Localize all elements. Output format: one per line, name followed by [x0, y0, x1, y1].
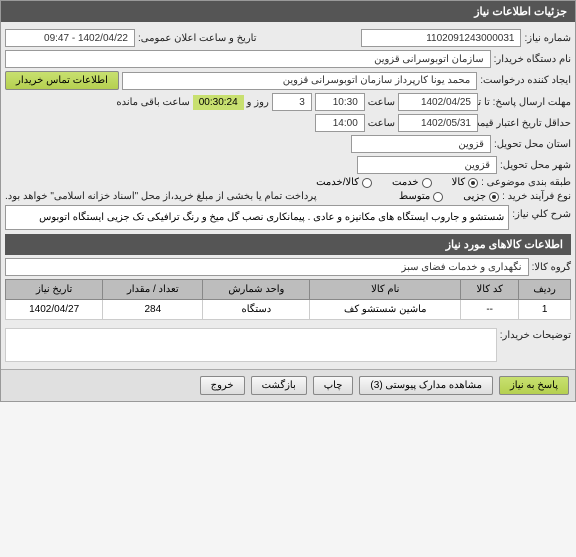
process-radios: جزیی متوسط	[399, 191, 499, 202]
city-req-label: استان محل تحویل:	[494, 139, 571, 150]
announce-field: 1402/04/22 - 09:47	[5, 29, 135, 47]
category-radios: کالا خدمت کالا/خدمت	[316, 177, 478, 188]
th-1: کد کالا	[461, 280, 519, 300]
section-goods-header: اطلاعات کالاهای مورد نیاز	[5, 234, 571, 255]
time-label1: ساعت	[368, 97, 395, 108]
desc-box: شستشو و جاروب ایستگاه های مکانیزه و عادی…	[5, 205, 509, 230]
td-2: ماشین شستشو کف	[310, 300, 461, 320]
radio-medium[interactable]	[433, 192, 443, 202]
table-header-row: ردیف کد کالا نام کالا واحد شمارش تعداد /…	[6, 280, 571, 300]
th-3: واحد شمارش	[203, 280, 310, 300]
city-del-field: قزوین	[357, 156, 497, 174]
th-2: نام کالا	[310, 280, 461, 300]
deadline-time: 10:30	[315, 93, 365, 111]
buyer-label: نام دستگاه خریدار:	[494, 54, 571, 65]
radio-goods-label: کالا	[452, 177, 466, 188]
deadline-date: 1402/04/25	[398, 93, 478, 111]
goods-table: ردیف کد کالا نام کالا واحد شمارش تعداد /…	[5, 279, 571, 320]
th-4: تعداد / مقدار	[103, 280, 203, 300]
group-field: نگهداری و خدمات فضای سبز	[5, 258, 529, 276]
respond-button[interactable]: پاسخ به نیاز	[499, 376, 569, 395]
buyer-field: سازمان اتوبوسرانی قزوین	[5, 50, 491, 68]
radio-service[interactable]	[422, 178, 432, 188]
dialog-window: جزئیات اطلاعات نیاز شماره نیاز: 11020912…	[0, 0, 576, 402]
attachments-button[interactable]: مشاهده مدارک پیوستی (3)	[359, 376, 493, 395]
contact-button[interactable]: اطلاعات تماس خریدار	[5, 71, 119, 90]
radio-service-label: خدمت	[392, 177, 419, 188]
td-3: دستگاه	[203, 300, 310, 320]
remaining-time: 00:30:24	[193, 95, 244, 110]
buyer-notes-label: توضیحات خریدار:	[500, 326, 571, 341]
td-5: 1402/04/27	[6, 300, 103, 320]
city-req-field: قزوین	[351, 135, 491, 153]
radio-both[interactable]	[362, 178, 372, 188]
radio-goods[interactable]	[468, 178, 478, 188]
td-0: 1	[519, 300, 571, 320]
process-label: نوع فرآیند خرید :	[502, 191, 571, 202]
th-0: ردیف	[519, 280, 571, 300]
td-1: --	[461, 300, 519, 320]
days-field: 3	[272, 93, 312, 111]
payment-note: پرداخت تمام یا بخشی از مبلغ خرید،از محل …	[5, 191, 317, 202]
requester-field: محمد یونا کارپرداز سازمان اتوبوسرانی قزو…	[122, 72, 477, 90]
validity-label: حداقل تاریخ اعتبار قیمت: تا تاریخ:	[481, 118, 571, 129]
exit-button[interactable]: خروج	[200, 376, 245, 395]
print-button[interactable]: چاپ	[313, 376, 354, 395]
radio-both-label: کالا/خدمت	[316, 177, 359, 188]
radio-medium-label: متوسط	[399, 191, 430, 202]
validity-time: 14:00	[315, 114, 365, 132]
footer-bar: پاسخ به نیاز مشاهده مدارک پیوستی (3) چاپ…	[1, 369, 575, 401]
back-button[interactable]: بازگشت	[251, 376, 307, 395]
td-4: 284	[103, 300, 203, 320]
buyer-notes-box	[5, 328, 497, 362]
time-label2: ساعت	[368, 118, 395, 129]
group-label: گروه کالا:	[532, 262, 571, 273]
content-area: شماره نیاز: 1102091243000031 تاریخ و ساع…	[1, 22, 575, 369]
radio-small[interactable]	[489, 192, 499, 202]
validity-date: 1402/05/31	[398, 114, 478, 132]
table-row[interactable]: 1 -- ماشین شستشو کف دستگاه 284 1402/04/2…	[6, 300, 571, 320]
announce-label: تاریخ و ساعت اعلان عمومی:	[138, 33, 257, 44]
radio-small-label: جزیی	[463, 191, 486, 202]
day-and-label: روز و	[247, 97, 269, 108]
window-title: جزئیات اطلاعات نیاز	[1, 1, 575, 22]
requester-label: ایجاد کننده درخواست:	[480, 75, 571, 86]
need-no-field: 1102091243000031	[361, 29, 521, 47]
category-label: طبقه بندی موضوعی :	[481, 177, 571, 188]
city-del-label: شهر محل تحویل:	[500, 160, 571, 171]
need-no-label: شماره نیاز:	[524, 33, 571, 44]
remaining-label: ساعت باقی مانده	[116, 97, 189, 108]
desc-label: شرح کلي نیاز:	[512, 205, 571, 220]
deadline-label: مهلت ارسال پاسخ: تا تاریخ:	[481, 97, 571, 108]
th-5: تاریخ نیاز	[6, 280, 103, 300]
